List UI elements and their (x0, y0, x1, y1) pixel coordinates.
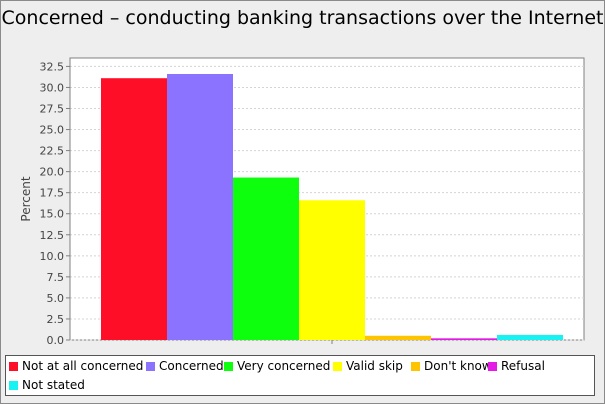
legend: Not at all concerned Concerned Very concer… (5, 355, 595, 396)
legend-label: Not at all concerned (22, 359, 144, 373)
y-tick-label: 2.5 (47, 313, 65, 326)
bar-not-stated (497, 334, 563, 340)
legend-swatch (9, 361, 18, 371)
legend-item: Valid skip (333, 359, 403, 373)
bars (101, 73, 563, 341)
y-tick-label: 15.0 (40, 208, 65, 221)
y-tick-label: 22.5 (40, 145, 65, 158)
bar-valid-skip (299, 200, 365, 340)
legend-swatch (488, 361, 497, 371)
y-tick-label: 7.5 (47, 271, 65, 284)
y-tick-label: 27.5 (40, 103, 65, 116)
legend-label: Very concerned (237, 359, 331, 373)
legend-label: Valid skip (346, 359, 403, 373)
legend-item: Don't know (411, 359, 492, 373)
legend-swatch (9, 380, 18, 390)
y-axis-label: Percent (19, 176, 33, 221)
legend-label: Not stated (22, 378, 85, 392)
legend-swatch (333, 361, 342, 371)
y-tick-label: 32.5 (40, 60, 65, 73)
legend-swatch (224, 361, 233, 371)
y-tick-label: 30.0 (40, 81, 65, 94)
legend-item: Not at all concerned (9, 359, 143, 373)
y-tick-label: 0.0 (47, 334, 65, 347)
y-tick-label: 5.0 (47, 292, 65, 305)
legend-label: Refusal (501, 359, 545, 373)
y-axis: 0.0 2.5 5.0 7.5 10.0 12.5 15.0 17.5 20.0 22.5 25.0… (40, 58, 333, 347)
y-tick-label: 20.0 (40, 166, 65, 179)
y-tick-label: 12.5 (40, 229, 65, 242)
bar-refusal (431, 338, 497, 340)
legend-item: Very concerned (224, 359, 330, 373)
bar-concerned (167, 73, 233, 341)
bar-not-at-all-concerned (101, 78, 167, 340)
y-tick-label: 10.0 (40, 250, 65, 263)
legend-label: Don't know (424, 359, 492, 373)
legend-item: Refusal (488, 359, 545, 373)
chart-title: Concerned – conducting banking transacti… (1, 7, 604, 29)
bar-don-t-know (365, 335, 431, 340)
legend-item: Not stated (9, 378, 85, 392)
y-tick-label: 25.0 (40, 124, 65, 137)
legend-label: Concerned (159, 359, 224, 373)
y-tick-label: 17.5 (40, 187, 65, 200)
legend-item: Concerned (146, 359, 224, 373)
bar-very-concerned (233, 177, 299, 340)
legend-swatch (146, 361, 155, 371)
legend-swatch (411, 361, 420, 371)
